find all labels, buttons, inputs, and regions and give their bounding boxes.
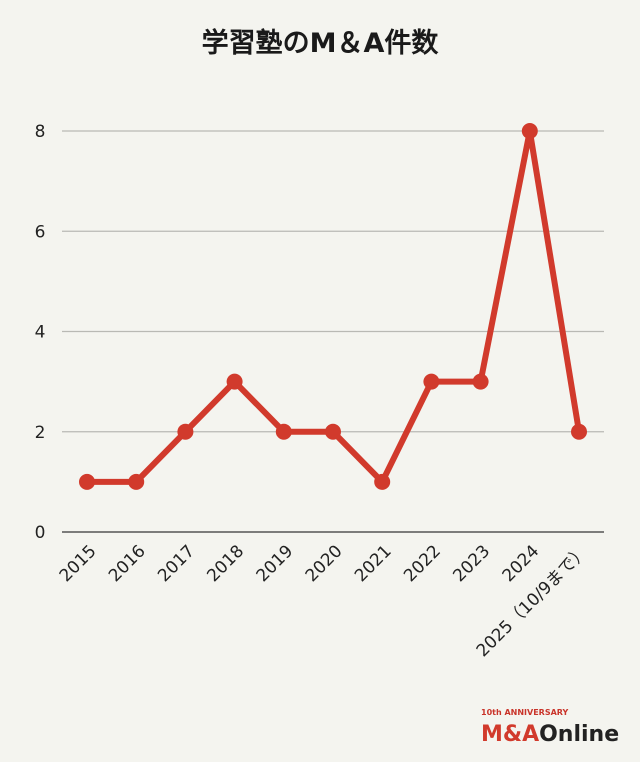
y-tick-label: 0 <box>35 523 46 543</box>
ma-online-logo: 10th ANNIVERSARY M&AOnline <box>481 708 619 747</box>
y-tick-label: 4 <box>35 323 46 343</box>
x-tick-label: 2023 <box>449 541 494 586</box>
data-point <box>571 423 587 440</box>
y-tick-label: 2 <box>35 423 46 443</box>
data-point <box>423 373 440 390</box>
chart-title: 学習塾のM＆A件数 <box>202 27 440 59</box>
data-point <box>374 473 391 490</box>
data-point <box>79 473 95 490</box>
data-point <box>128 473 145 490</box>
x-tick-label: 2019 <box>253 541 298 586</box>
x-tick-label: 2018 <box>203 541 248 586</box>
logo-brand-red: M&A <box>481 722 539 747</box>
x-tick-label: 2022 <box>400 541 445 586</box>
data-point <box>177 423 194 440</box>
x-tick-label: 2017 <box>154 541 199 586</box>
data-point <box>275 423 292 440</box>
logo-tagline: 10th ANNIVERSARY <box>481 708 568 717</box>
y-tick-label: 8 <box>35 122 46 142</box>
x-tick-label: 2015 <box>56 541 101 586</box>
data-point <box>521 123 538 139</box>
x-axis-ticks: 2015 2016 2017 2018 2019 2020 2021 2022 2023 2024… <box>56 541 593 661</box>
x-tick-label: 2020 <box>302 541 347 586</box>
data-point <box>226 373 243 390</box>
x-tick-label: 2021 <box>351 541 396 586</box>
y-tick-label: 6 <box>35 222 46 242</box>
y-axis-ticks: 0 2 4 6 8 <box>35 122 46 543</box>
logo-wordmark: M&AOnline <box>481 722 619 747</box>
logo-brand-dark: Online <box>539 722 619 747</box>
series-layer <box>79 123 587 490</box>
data-point <box>472 373 489 390</box>
x-tick-label: 2016 <box>105 541 150 586</box>
x-tick-label: 2024 <box>499 541 544 586</box>
data-point <box>325 423 341 440</box>
